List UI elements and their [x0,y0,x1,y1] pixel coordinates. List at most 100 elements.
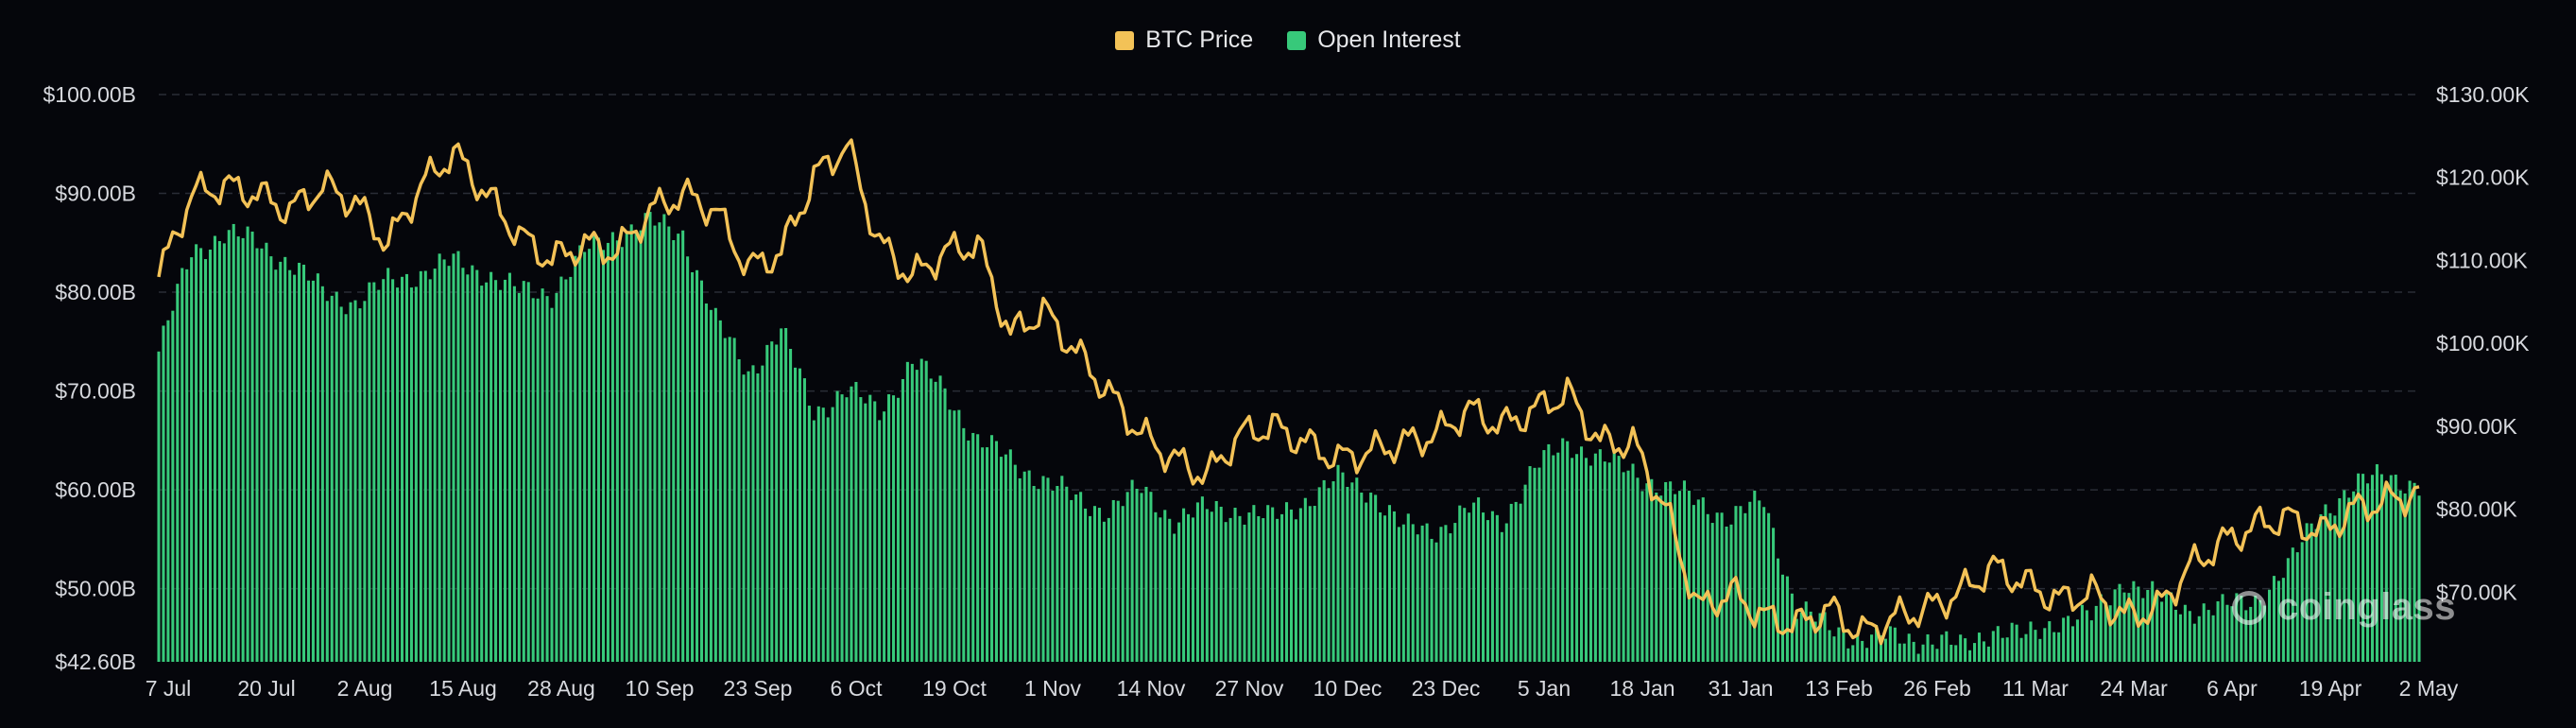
open-interest-bar [1406,513,1410,662]
open-interest-bar [1495,514,1499,662]
open-interest-bar [2240,596,2243,662]
open-interest-bar [1379,511,1382,662]
open-interest-bar [2352,491,2356,662]
open-interest-bar [1228,517,1232,662]
open-interest-bar [967,440,970,662]
open-interest-bar [1552,455,1555,662]
open-interest-bar [583,251,587,662]
open-interest-bar [1710,523,1714,662]
open-interest-bar [592,234,596,662]
open-interest-bar [2324,504,2327,662]
x-axis-tick-label: 7 Jul [146,676,192,701]
open-interest-bar [447,266,451,662]
open-interest-bar [1617,456,1621,662]
open-interest-bar [1603,461,1606,662]
open-interest-bar [615,240,619,663]
open-interest-bar [1205,509,1209,662]
open-interest-bar [1528,466,1532,662]
open-interest-bar [1247,512,1251,662]
open-interest-bar [208,250,213,662]
open-interest-bar [896,397,901,662]
open-interest-bar [957,409,961,662]
open-interest-bar [2169,592,2173,662]
open-interest-bar [419,270,422,662]
open-interest-bar [1931,644,1934,662]
open-interest-bar [2254,596,2258,662]
grid-lines [159,94,2419,590]
legend-item-btc-price[interactable]: BTC Price [1115,26,1253,54]
open-interest-bar [1355,477,1359,662]
open-interest-bar [2165,592,2169,662]
open-interest-bar [1186,513,1191,662]
open-interest-bar [1851,645,1855,662]
open-interest-bar [1468,512,1471,662]
open-interest-bar [1434,542,1438,662]
open-interest-bar [662,214,666,662]
open-interest-bar [1018,477,1022,662]
open-interest-bar [574,255,577,662]
open-interest-bar [1159,517,1162,662]
open-interest-bar [1579,446,1584,662]
open-interest-bar [507,272,511,662]
open-interest-bar [1130,479,1134,662]
x-axis-tick-label: 20 Jul [237,676,295,701]
open-interest-bar [1453,523,1457,662]
open-interest-bar [382,279,386,662]
open-interest-bar [2225,604,2229,662]
open-interest-bar [578,245,582,662]
open-interest-bar [1571,458,1574,662]
legend-item-open-interest[interactable]: Open Interest [1287,26,1461,54]
open-interest-bar [1200,496,1204,662]
open-interest-bar [494,280,498,662]
open-interest-bar [816,406,820,662]
x-axis-tick-label: 31 Jan [1708,676,1773,701]
open-interest-bar [1799,612,1803,662]
open-interest-bar [948,409,952,662]
open-interest-bar [1542,450,1546,662]
open-interest-bar [962,427,966,662]
open-interest-bar [456,251,460,662]
open-interest-bar [1401,524,1405,662]
open-interest-bar [404,273,409,662]
open-interest-bar [1360,493,1364,662]
open-interest-bar [1149,492,1153,662]
open-interest-bar [2389,475,2393,662]
open-interest-bar [938,375,942,662]
open-interest-bar [634,233,638,663]
open-interest-bar [704,303,708,662]
open-interest-bar [989,435,994,662]
open-interest-bar [747,371,750,662]
open-interest-bar [658,222,661,662]
open-interest-bar [1276,518,1279,662]
open-interest-bar [1926,633,1930,662]
open-interest-bar [1195,502,1199,662]
open-interest-bar [288,269,292,662]
open-interest-bar [2127,593,2131,662]
open-interest-bar [171,310,175,662]
legend-label-open-interest: Open Interest [1317,26,1461,53]
open-interest-bar [986,447,989,662]
open-interest-bar [2202,603,2206,662]
open-interest-bar [1921,644,1925,662]
open-interest-bar [222,243,226,662]
open-interest-bar [199,248,203,662]
open-interest-bar [620,247,624,662]
open-interest-bar [1341,472,1345,662]
open-interest-bar [905,361,909,662]
open-interest-bar [1664,481,1668,662]
open-interest-bar [1631,463,1635,662]
open-interest-bar [2230,606,2234,662]
open-interest-bar [241,237,245,662]
open-interest-bar [1902,643,1906,662]
x-axis-tick-label: 28 Aug [527,676,595,701]
open-interest-bar [1331,481,1335,662]
open-interest-bar [1008,449,1012,662]
open-interest-bar [915,370,919,662]
open-interest-bar [1977,633,1982,662]
open-interest-bar [1856,633,1860,662]
open-interest-bar [971,432,975,662]
watermark-text: coinglass [2277,586,2457,628]
open-interest-bar [1298,508,1302,662]
open-interest-bar [311,280,315,662]
open-interest-bar [1056,486,1059,662]
